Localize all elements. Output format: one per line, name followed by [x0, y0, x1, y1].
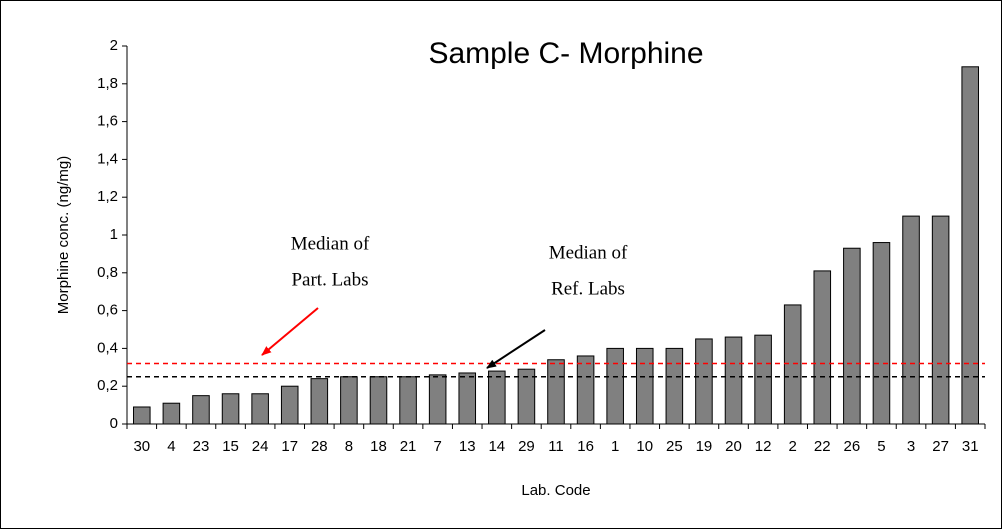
bar [813, 270, 832, 425]
x-tick-label: 2 [789, 438, 797, 455]
bar [576, 355, 595, 425]
y-tick-label: 1 [110, 226, 118, 243]
x-tick-label: 16 [577, 438, 594, 455]
bar [961, 66, 979, 425]
x-tick-label: 24 [252, 438, 269, 455]
x-tick-label: 7 [433, 438, 441, 455]
bar [547, 359, 565, 425]
x-tick-label: 17 [281, 438, 298, 455]
x-tick-label: 20 [725, 438, 742, 455]
bar [695, 338, 713, 425]
bar [251, 393, 269, 425]
bar [665, 347, 684, 425]
x-tick-label: 30 [133, 438, 150, 455]
x-tick-label: 14 [488, 438, 505, 455]
x-tick-label: 18 [370, 438, 387, 455]
x-tick-label: 26 [844, 438, 861, 455]
x-tick-label: 29 [518, 438, 535, 455]
bar [192, 395, 210, 425]
bar [488, 370, 506, 425]
y-tick-label: 0 [110, 415, 118, 432]
bar [931, 215, 950, 425]
bar [843, 247, 861, 425]
bar [162, 402, 181, 425]
bar [635, 347, 654, 425]
annotation-text: Part. Labs [291, 269, 368, 290]
y-tick-label: 0,4 [97, 339, 118, 356]
x-tick-label: 1 [611, 438, 619, 455]
x-tick-label: 19 [696, 438, 713, 455]
x-tick-label: 23 [193, 438, 210, 455]
x-tick-label: 28 [311, 438, 328, 455]
bar [754, 334, 772, 425]
bar [280, 385, 299, 425]
x-tick-label: 15 [222, 438, 239, 455]
y-tick-label: 1,4 [97, 150, 118, 167]
x-tick-label: 31 [962, 438, 979, 455]
y-axis-label: Morphine conc. (ng/mg) [55, 156, 72, 314]
x-tick-label: 21 [400, 438, 417, 455]
bar [369, 376, 388, 425]
x-tick-label: 22 [814, 438, 831, 455]
bar [606, 347, 624, 425]
bar [458, 372, 477, 425]
x-tick-label: 11 [548, 438, 564, 455]
x-tick-label: 27 [932, 438, 949, 455]
x-tick-label: 5 [877, 438, 885, 455]
annotation-text: Median of [549, 242, 628, 263]
bar [221, 393, 240, 425]
bar [133, 406, 151, 425]
y-tick-label: 0,6 [97, 302, 118, 319]
x-axis-label: Lab. Code [521, 482, 590, 499]
annotation-arrow [261, 307, 319, 356]
bar [783, 304, 802, 425]
annotation-text: Median of [291, 233, 370, 254]
x-tick-label: 10 [636, 438, 653, 455]
x-tick-label: 13 [459, 438, 476, 455]
y-tick-label: 2 [110, 37, 118, 54]
bar [399, 376, 417, 425]
bar [428, 374, 447, 425]
bar [902, 215, 920, 425]
x-tick-label: 12 [755, 438, 772, 455]
chart-title: Sample C- Morphine [428, 37, 703, 70]
x-tick-label: 25 [666, 438, 683, 455]
y-tick-label: 1,2 [97, 188, 118, 205]
y-tick-label: 1,6 [97, 113, 118, 130]
y-tick-label: 1,8 [97, 75, 118, 92]
x-tick-label: 3 [907, 438, 915, 455]
bar [310, 378, 329, 425]
bar [872, 242, 891, 425]
annotation-text: Ref. Labs [551, 278, 625, 299]
x-tick-label: 8 [345, 438, 353, 455]
x-tick-label: 4 [167, 438, 175, 455]
bar [724, 336, 743, 425]
y-tick-label: 0,2 [97, 377, 118, 394]
y-tick-label: 0,8 [97, 264, 118, 281]
bar [340, 376, 358, 425]
annotation-arrow [486, 329, 546, 369]
